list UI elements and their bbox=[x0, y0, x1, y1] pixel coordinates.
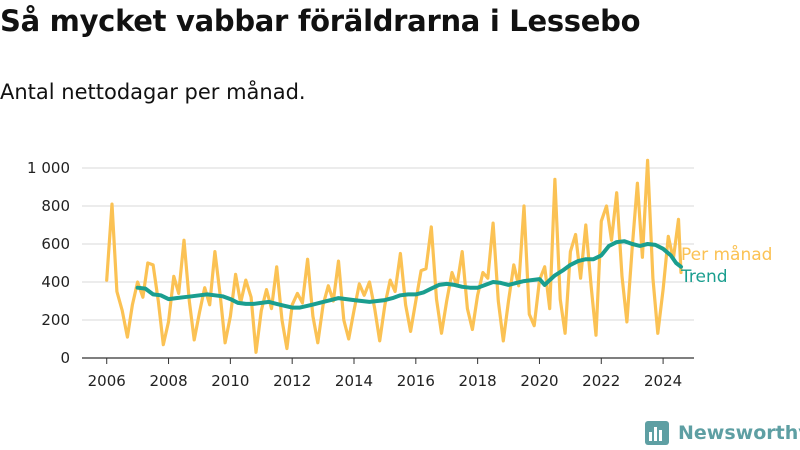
bar-chart-logo-icon bbox=[645, 421, 669, 445]
y-tick-label: 600 bbox=[41, 235, 70, 253]
page-title: Så mycket vabbar föräldrarna i Lessebo bbox=[0, 4, 641, 38]
y-tick-label: 0 bbox=[60, 349, 70, 367]
newsworthy-brand[interactable]: Newsworthy bbox=[644, 420, 800, 446]
legend-label-trend: Trend bbox=[680, 267, 728, 287]
brand-name: Newsworthy bbox=[678, 422, 800, 444]
x-tick-label: 2006 bbox=[88, 372, 126, 390]
x-tick-label: 2022 bbox=[582, 372, 620, 390]
y-tick-label: 1 000 bbox=[27, 159, 70, 177]
x-tick-label: 2018 bbox=[459, 372, 497, 390]
x-tick-label: 2012 bbox=[273, 372, 311, 390]
page-subtitle: Antal nettodagar per månad. bbox=[0, 80, 306, 104]
y-tick-label: 400 bbox=[41, 273, 70, 291]
x-tick-label: 2008 bbox=[149, 372, 187, 390]
y-tick-label: 800 bbox=[41, 197, 70, 215]
y-tick-label: 200 bbox=[41, 311, 70, 329]
series-lines bbox=[105, 158, 683, 354]
x-tick-label: 2016 bbox=[397, 372, 435, 390]
x-tick-label: 2014 bbox=[335, 372, 373, 390]
x-axis: 2006 2008 2010 2012 2014 2016 2018 2020 2022 2024 bbox=[82, 357, 694, 390]
legend-label-per-manad: Per månad bbox=[681, 244, 772, 265]
series-line-trend bbox=[135, 239, 683, 310]
x-tick-label: 2020 bbox=[520, 372, 558, 390]
x-tick-label: 2024 bbox=[644, 372, 682, 390]
y-axis: 0 200 400 600 800 1 000 bbox=[27, 159, 70, 367]
x-tick-label: 2010 bbox=[211, 372, 249, 390]
